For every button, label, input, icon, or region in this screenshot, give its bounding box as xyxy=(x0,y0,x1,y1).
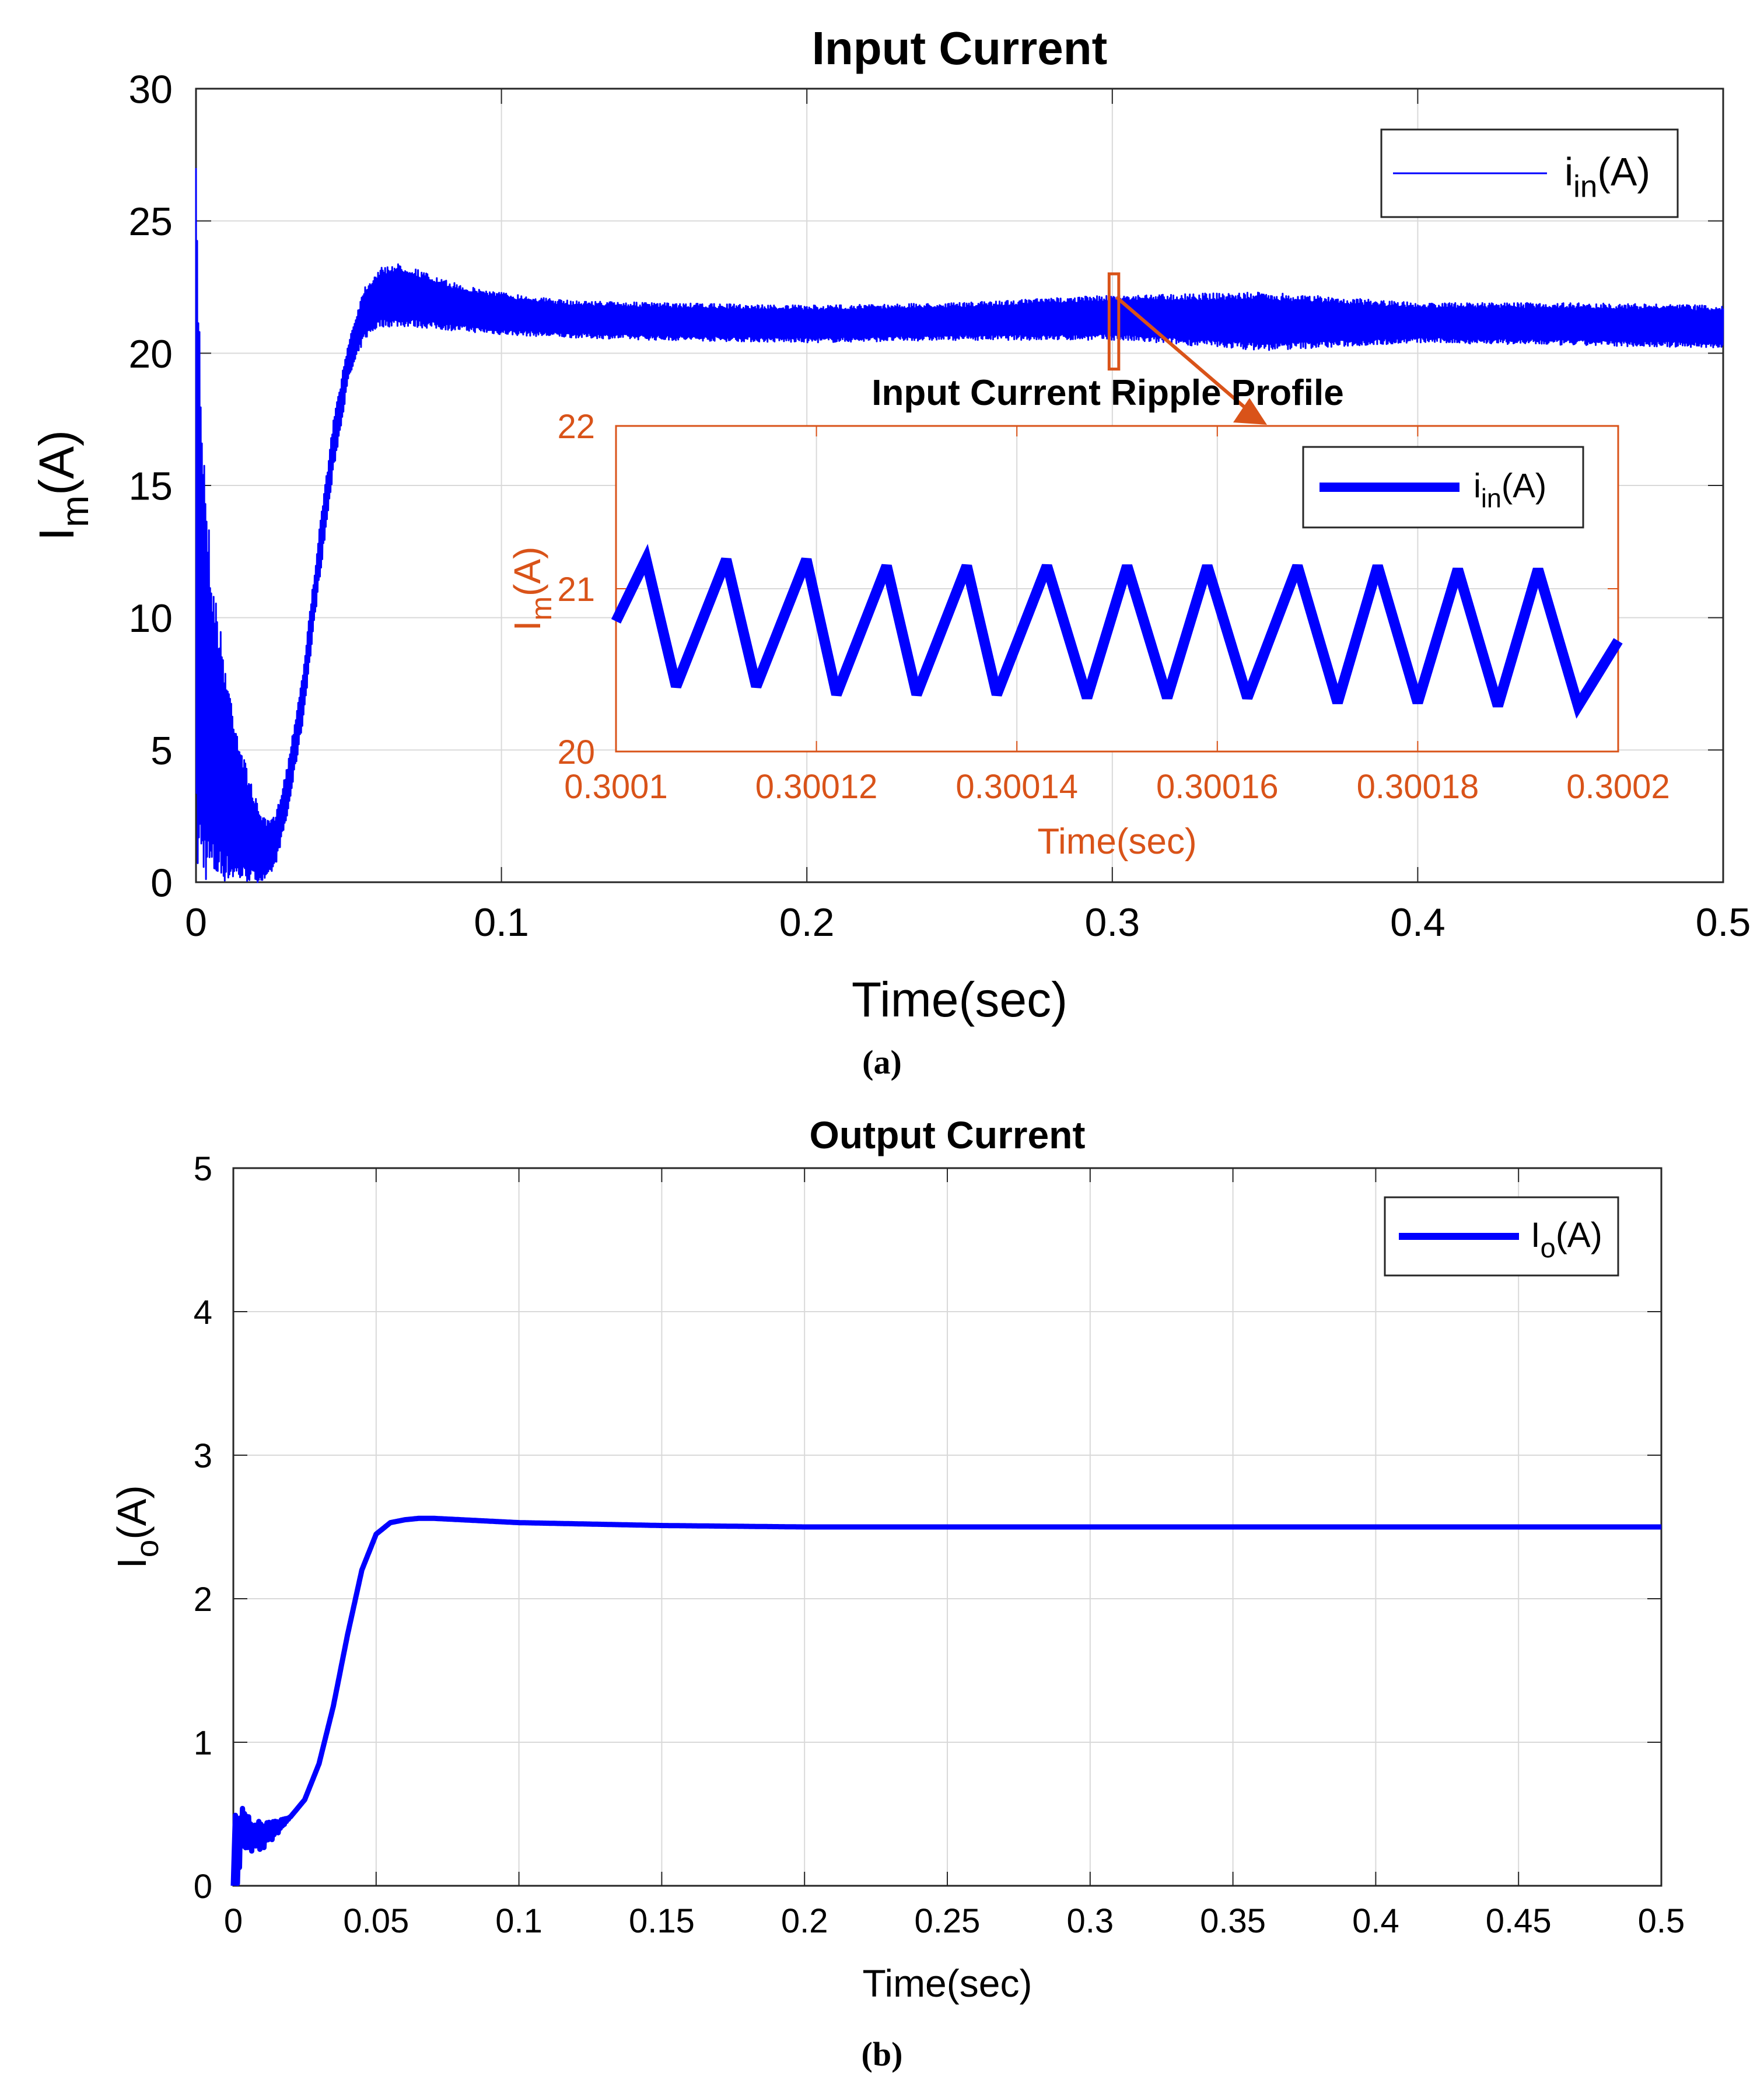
chart-b-ytick-label: 1 xyxy=(194,1724,212,1762)
chart-b-xtick-label: 0.15 xyxy=(629,1902,695,1940)
chart-output-current: 0 0.05 0.1 0.15 0.2 0.25 0.3 0.35 0.4 0.45 0.5 0 1 2 3… xyxy=(109,1113,1685,2073)
inset-xtick-label: 0.30016 xyxy=(1156,768,1279,806)
chart-b-ytick-label: 3 xyxy=(194,1437,212,1475)
chart-a-ytick-label: 0 xyxy=(150,861,173,905)
chart-a-xtick-label: 0.5 xyxy=(1696,900,1751,945)
chart-a-legend-label: iin(A) xyxy=(1564,149,1650,204)
chart-b-title: Output Current xyxy=(810,1113,1086,1156)
chart-b-xtick-label: 0.05 xyxy=(343,1902,409,1940)
inset-title: Input Current Ripple Profile xyxy=(872,373,1343,413)
inset-xtick-label: 0.30012 xyxy=(755,768,878,806)
chart-a-caption: (a) xyxy=(862,1043,902,1081)
inset-xtick-label: 0.30014 xyxy=(956,768,1078,806)
chart-b-xtick-label: 0.2 xyxy=(781,1902,828,1940)
inset-xtick-label: 0.3002 xyxy=(1566,768,1670,806)
inset-xtick-label: 0.3001 xyxy=(564,768,667,806)
inset-series-input-current-ripple xyxy=(611,544,1623,719)
inset-xtick-label: 0.30018 xyxy=(1357,768,1479,806)
inset-ytick-label: 22 xyxy=(557,408,595,446)
chart-a-ytick-label: 20 xyxy=(128,332,173,376)
chart-b-series-output-current xyxy=(230,1515,1663,1886)
inset-ytick-label: 21 xyxy=(557,571,595,609)
chart-a-ylabel: Im(A) xyxy=(29,430,96,541)
chart-a-ytick-label: 25 xyxy=(128,200,173,244)
chart-a-xtick-label: 0.4 xyxy=(1390,900,1446,945)
inset-xlabel: Time(sec) xyxy=(1037,822,1196,862)
chart-b-ytick-label: 0 xyxy=(194,1868,212,1906)
chart-a-title: Input Current xyxy=(812,22,1108,74)
chart-b-xtick-label: 0.45 xyxy=(1486,1902,1552,1940)
chart-b-ytick-label: 4 xyxy=(194,1294,212,1331)
chart-a-series-input-current xyxy=(195,167,1724,883)
chart-b-ytick-label: 2 xyxy=(194,1581,212,1619)
chart-b-xtick-label: 0.4 xyxy=(1352,1902,1399,1940)
chart-b-legend-label: Io(A) xyxy=(1531,1215,1602,1263)
chart-a-xlabel: Time(sec) xyxy=(852,972,1068,1027)
chart-a-zoom-arrow-shaft xyxy=(1115,296,1255,417)
chart-a-xtick-label: 0.2 xyxy=(779,900,835,945)
inset-legend-label: iin(A) xyxy=(1474,467,1546,513)
chart-a-ytick-label: 5 xyxy=(150,729,173,773)
chart-b-xtick-label: 0.35 xyxy=(1200,1902,1266,1940)
chart-a-xtick-label: 0.1 xyxy=(474,900,529,945)
chart-a-zoom-marker xyxy=(1107,272,1121,371)
chart-a-ytick-label: 10 xyxy=(128,596,173,641)
chart-b-caption: (b) xyxy=(862,2035,903,2073)
chart-b-xtick-label: 0.1 xyxy=(495,1902,542,1940)
chart-a-ytick-label: 30 xyxy=(128,67,173,111)
chart-b-xtick-label: 0.3 xyxy=(1066,1902,1114,1940)
chart-b-xtick-label: 0.5 xyxy=(1638,1902,1685,1940)
chart-a-xtick-label: 0.3 xyxy=(1085,900,1140,945)
chart-b-xlabel: Time(sec) xyxy=(863,1962,1032,2005)
inset-ytick-label: 20 xyxy=(557,733,595,771)
chart-b-ytick-label: 5 xyxy=(194,1150,212,1188)
chart-b-xtick-label: 0.25 xyxy=(915,1902,981,1940)
chart-input-current-ripple-inset: 0.3001 0.30012 0.30014 0.30016 0.30018 0.3002… xyxy=(506,373,1670,862)
chart-b-ylabel: Io(A) xyxy=(109,1485,165,1568)
chart-b-xtick-label: 0 xyxy=(224,1902,243,1940)
chart-a-xtick-label: 0 xyxy=(185,900,207,945)
inset-ylabel: Im(A) xyxy=(506,547,558,631)
chart-a-zoom-arrow-head xyxy=(1233,398,1267,425)
chart-a-ytick-label: 15 xyxy=(128,464,173,508)
